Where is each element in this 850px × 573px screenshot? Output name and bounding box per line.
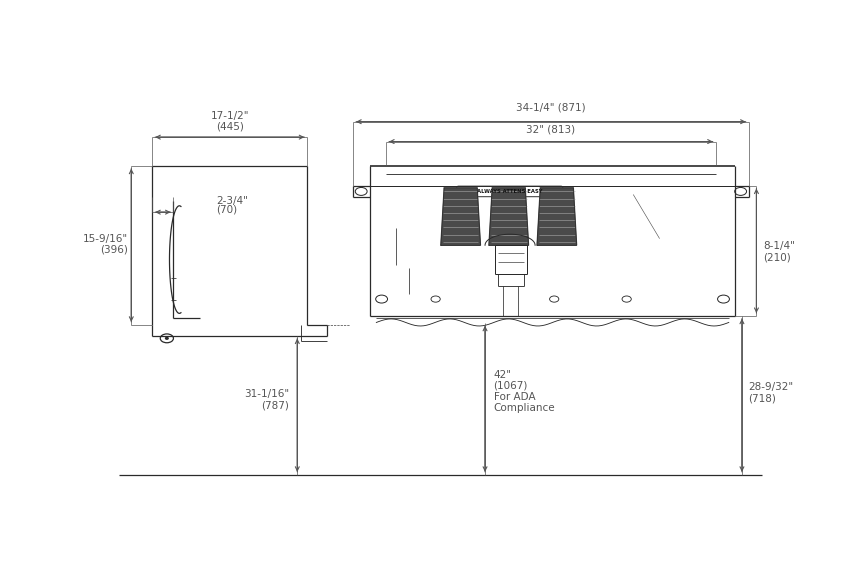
Text: (718): (718) <box>749 393 776 403</box>
Text: 28-9/32": 28-9/32" <box>749 382 794 393</box>
Text: 42": 42" <box>494 370 512 379</box>
Text: ALWAYS ATTENS EASY: ALWAYS ATTENS EASY <box>477 189 542 194</box>
Text: (70): (70) <box>216 205 237 215</box>
Text: For ADA: For ADA <box>494 391 536 402</box>
Text: 15-9/16": 15-9/16" <box>82 234 128 244</box>
Text: (396): (396) <box>100 245 128 254</box>
Polygon shape <box>489 188 529 245</box>
FancyBboxPatch shape <box>456 186 563 197</box>
Text: (1067): (1067) <box>494 380 528 391</box>
Text: 8-1/4": 8-1/4" <box>763 241 795 252</box>
Circle shape <box>166 337 168 339</box>
Text: Compliance: Compliance <box>494 403 555 413</box>
Text: 17-1/2": 17-1/2" <box>211 111 249 121</box>
Polygon shape <box>537 188 576 245</box>
Text: (787): (787) <box>262 400 289 410</box>
Text: 34-1/4" (871): 34-1/4" (871) <box>516 102 586 112</box>
Text: (445): (445) <box>216 121 244 131</box>
Text: 32" (813): 32" (813) <box>526 124 575 134</box>
Text: (210): (210) <box>763 252 791 262</box>
Polygon shape <box>441 188 480 245</box>
Text: 2-3/4": 2-3/4" <box>216 196 248 206</box>
Text: 31-1/16": 31-1/16" <box>244 389 289 399</box>
